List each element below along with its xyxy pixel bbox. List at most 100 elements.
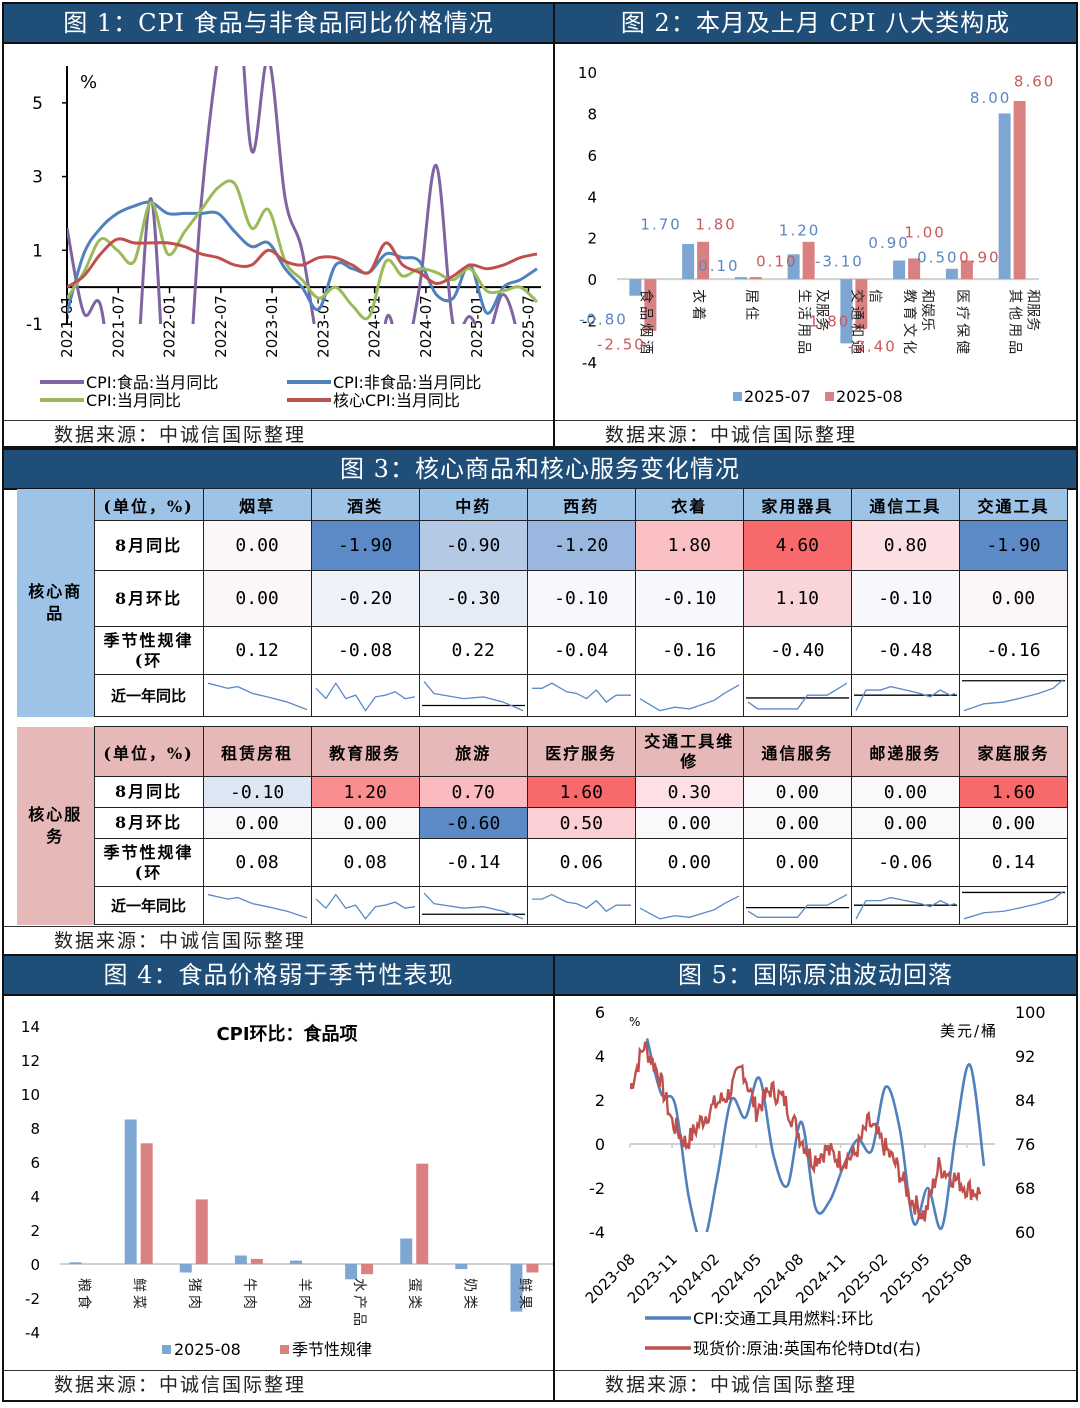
data-label: 0.90 xyxy=(959,249,1000,267)
table-cell: -0.08 xyxy=(310,626,420,675)
bar xyxy=(908,258,921,280)
col-header: 家庭服务 xyxy=(958,726,1069,777)
bar xyxy=(697,241,710,280)
x-tick-label-wrap: 及服务 xyxy=(814,289,830,331)
table-cell: -0.60 xyxy=(418,807,528,839)
bar xyxy=(195,1199,208,1264)
table-cell: 0.00 xyxy=(742,776,852,808)
table-cell: 0.00 xyxy=(850,807,960,839)
table-cell: 0.00 xyxy=(202,520,312,571)
bar xyxy=(345,1264,358,1280)
table-cell: 0.50 xyxy=(526,807,636,839)
y-tick-label: 0 xyxy=(587,271,597,289)
col-header: 租赁房租 xyxy=(202,726,312,777)
table-cell: 0.08 xyxy=(202,838,312,887)
table-cell: 0.00 xyxy=(742,838,852,887)
x-tick-label: 2021-07 xyxy=(109,295,127,358)
y-tick-label: 4 xyxy=(30,1188,40,1206)
y-tick-label: 2 xyxy=(30,1222,40,1240)
bar xyxy=(1013,101,1026,280)
line-series xyxy=(67,237,538,289)
legend-swatch xyxy=(825,392,834,401)
fig1-title: 图 1：CPI 食品与非食品同比价格情况 xyxy=(4,4,553,44)
data-label: -2.50 xyxy=(597,335,646,353)
legend-label: 2025-08 xyxy=(174,1340,241,1359)
table-cell: 1.80 xyxy=(634,520,744,571)
x-tick-label: 教育文化 xyxy=(901,289,917,357)
bar xyxy=(998,113,1011,280)
core-goods-group-label: 核心商品 xyxy=(17,488,95,717)
bar xyxy=(840,279,853,344)
core-goods-table: 核心商品 (单位，%) 烟草 酒类 中药 西药 衣着 家用器具 通信工具 交通工… xyxy=(17,488,1069,717)
bar xyxy=(734,277,747,280)
x-tick-label: 2025-07 xyxy=(519,295,537,358)
legend-label: CPI:非食品:当月同比 xyxy=(333,373,481,392)
line-series-brent xyxy=(630,1041,982,1222)
sparkline xyxy=(202,886,312,925)
row-label: 近一年同比 xyxy=(93,674,204,717)
row-label: 8月环比 xyxy=(93,807,204,839)
y-tick-label: 3 xyxy=(32,168,43,188)
row-label: 8月环比 xyxy=(93,570,204,627)
table-cell: 1.20 xyxy=(310,776,420,808)
y-tick-label: 5 xyxy=(32,94,43,114)
bar xyxy=(124,1119,137,1264)
legend-label: 核心CPI:当月同比 xyxy=(333,391,460,410)
data-label: 1.70 xyxy=(640,215,681,233)
table-cell: 0.00 xyxy=(310,807,420,839)
fig3-source: 数据来源：中诚信国际整理 xyxy=(4,926,1076,955)
legend-swatch xyxy=(162,1345,171,1354)
bar xyxy=(234,1255,247,1264)
legend-label: CPI:食品:当月同比 xyxy=(86,373,218,392)
table-cell: -0.40 xyxy=(742,626,852,675)
table-cell: -1.20 xyxy=(526,520,636,571)
data-label: 1.00 xyxy=(904,224,945,242)
y-tick-label: 6 xyxy=(587,147,597,165)
y-left-tick-label: 4 xyxy=(595,1047,605,1066)
legend-label: CPI:当月同比 xyxy=(86,391,181,410)
table-cell: 1.60 xyxy=(526,776,636,808)
y-tick-label: -2 xyxy=(25,1290,40,1308)
x-tick-label-wrap: 信 xyxy=(866,289,882,303)
y-tick-label: 14 xyxy=(21,1018,40,1036)
x-tick-label: 医疗保健 xyxy=(954,289,970,357)
table-cell: 0.00 xyxy=(634,807,744,839)
y-right-unit: 美元/桶 xyxy=(940,1022,998,1040)
table-cell: -0.30 xyxy=(418,570,528,627)
table-cell: 0.14 xyxy=(958,838,1069,887)
x-tick-label: 2021-01 xyxy=(58,295,76,358)
data-label: -2.40 xyxy=(848,338,897,356)
sparkline xyxy=(742,886,852,925)
y-tick-label: 8 xyxy=(30,1120,40,1138)
bar xyxy=(644,279,657,331)
y-left-tick-label: 2 xyxy=(595,1091,605,1110)
table-cell: -0.10 xyxy=(526,570,636,627)
data-label: 1.80 xyxy=(809,313,850,331)
x-tick-label: 牛肉 xyxy=(241,1278,257,1312)
row-label: 8月同比 xyxy=(93,520,204,571)
data-label: 8.60 xyxy=(1014,73,1055,91)
unit-label: (单位，%) xyxy=(93,726,204,777)
table-cell: -0.04 xyxy=(526,626,636,675)
fig2-source: 数据来源：中诚信国际整理 xyxy=(555,420,1076,449)
bar xyxy=(400,1238,413,1264)
sparkline xyxy=(418,886,528,925)
x-tick-label: 2024-07 xyxy=(417,295,435,358)
x-tick-label-wrap: 和服务 xyxy=(1025,289,1041,331)
table-cell: 0.00 xyxy=(202,807,312,839)
table-cell: 0.70 xyxy=(418,776,528,808)
x-tick-label: 其他用品 xyxy=(1007,289,1023,357)
y-tick-label: 0 xyxy=(30,1256,40,1274)
x-tick-label: 羊肉 xyxy=(296,1278,312,1312)
core-services-group-label: 核心服务 xyxy=(17,726,95,925)
sparkline xyxy=(958,886,1069,925)
col-header: 衣着 xyxy=(634,488,744,521)
row-label: 季节性规律(环 xyxy=(93,838,204,887)
fig4-title: 图 4：食品价格弱于季节性表现 xyxy=(4,956,553,996)
table-cell: -0.10 xyxy=(202,776,312,808)
col-header: 西药 xyxy=(526,488,636,521)
y-right-tick-label: 60 xyxy=(1015,1223,1035,1242)
x-tick-label: 居住 xyxy=(743,289,759,323)
